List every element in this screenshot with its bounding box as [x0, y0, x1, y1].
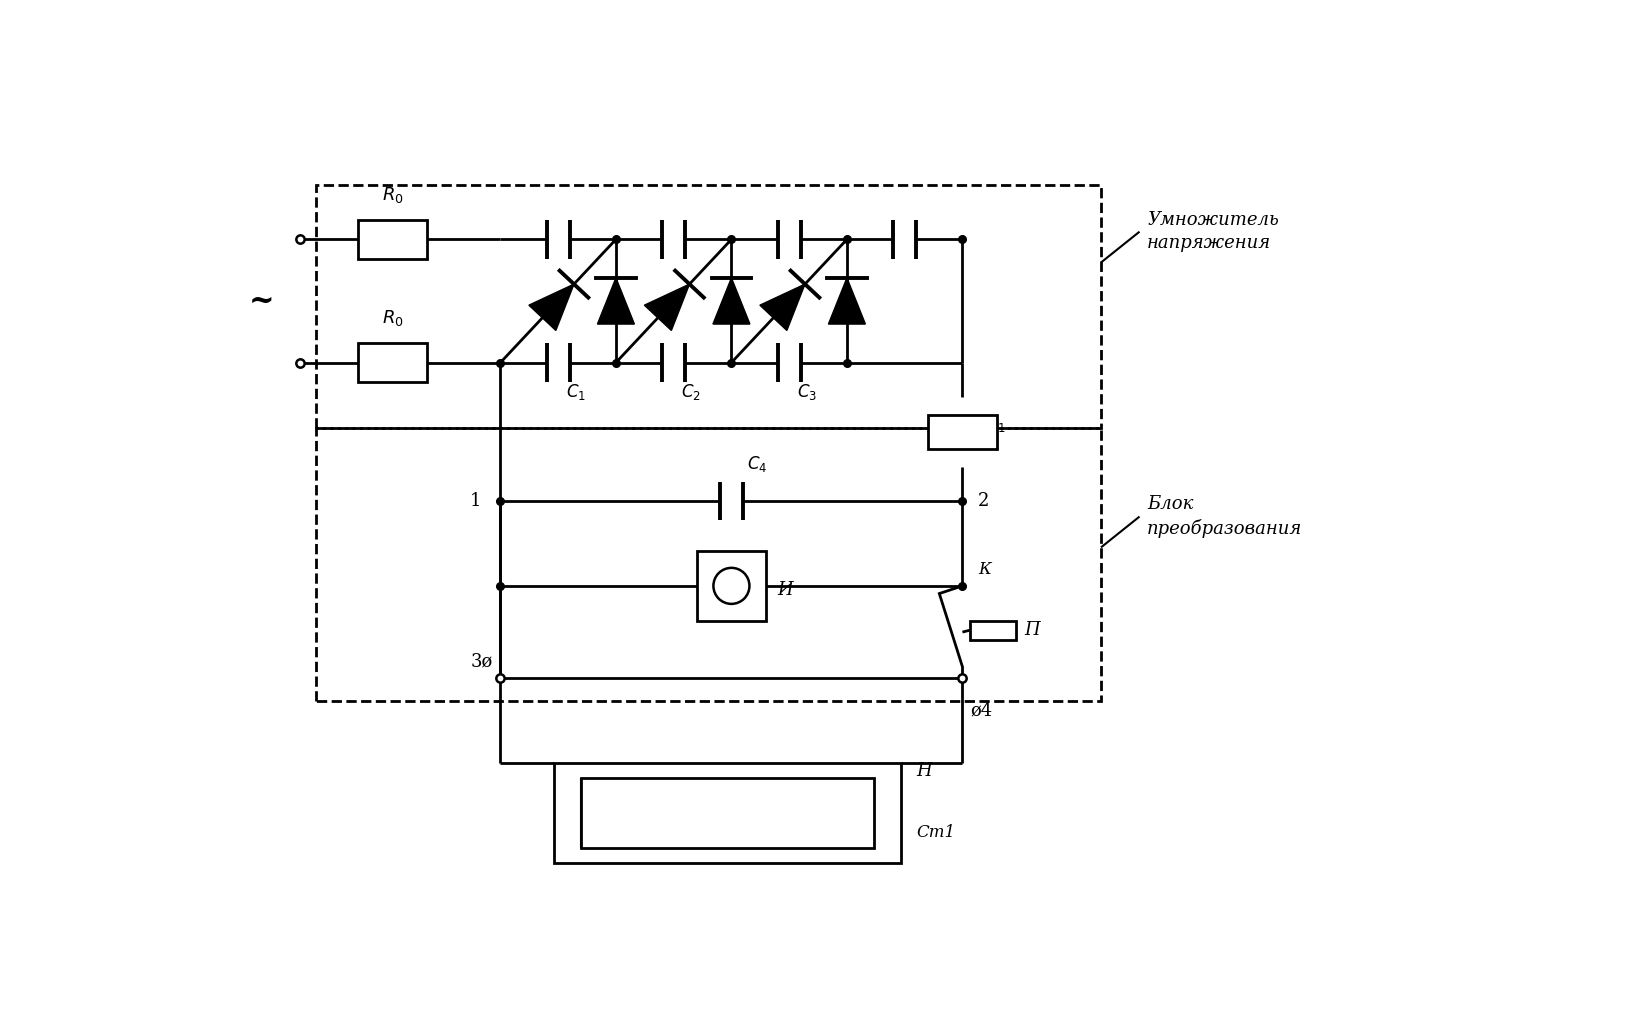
Polygon shape — [598, 278, 634, 324]
Polygon shape — [828, 278, 866, 324]
Bar — [582, 778, 874, 848]
Text: $C_4$: $C_4$ — [747, 454, 768, 474]
Polygon shape — [528, 284, 574, 330]
Text: Ст1: Ст1 — [916, 824, 955, 841]
Text: $C_2$: $C_2$ — [681, 382, 701, 402]
Text: Н: Н — [916, 762, 932, 780]
Text: П: П — [1024, 621, 1040, 639]
Bar — [696, 551, 766, 621]
Polygon shape — [712, 278, 750, 324]
Text: $R_0$: $R_0$ — [381, 184, 404, 205]
Bar — [970, 621, 1017, 640]
Bar — [554, 763, 901, 863]
Bar — [359, 343, 427, 382]
Polygon shape — [644, 284, 689, 330]
Text: И: И — [778, 580, 794, 599]
Text: 2: 2 — [978, 492, 989, 511]
Text: $C_3$: $C_3$ — [797, 382, 817, 402]
Circle shape — [714, 568, 750, 604]
Text: Умножитель
напряжения: Умножитель напряжения — [1148, 211, 1280, 252]
Bar — [927, 414, 998, 449]
Text: $R_1$: $R_1$ — [986, 414, 1006, 435]
Text: Блок
преобразования: Блок преобразования — [1148, 495, 1302, 538]
Text: К: К — [978, 561, 991, 578]
Text: ø4: ø4 — [970, 701, 993, 719]
Polygon shape — [760, 284, 805, 330]
Text: ~: ~ — [249, 286, 274, 316]
Text: 1: 1 — [469, 492, 481, 511]
Text: $R_0$: $R_0$ — [381, 308, 404, 328]
Text: 3ø: 3ø — [471, 652, 492, 671]
Text: $C_1$: $C_1$ — [566, 382, 585, 402]
Bar — [359, 220, 427, 258]
